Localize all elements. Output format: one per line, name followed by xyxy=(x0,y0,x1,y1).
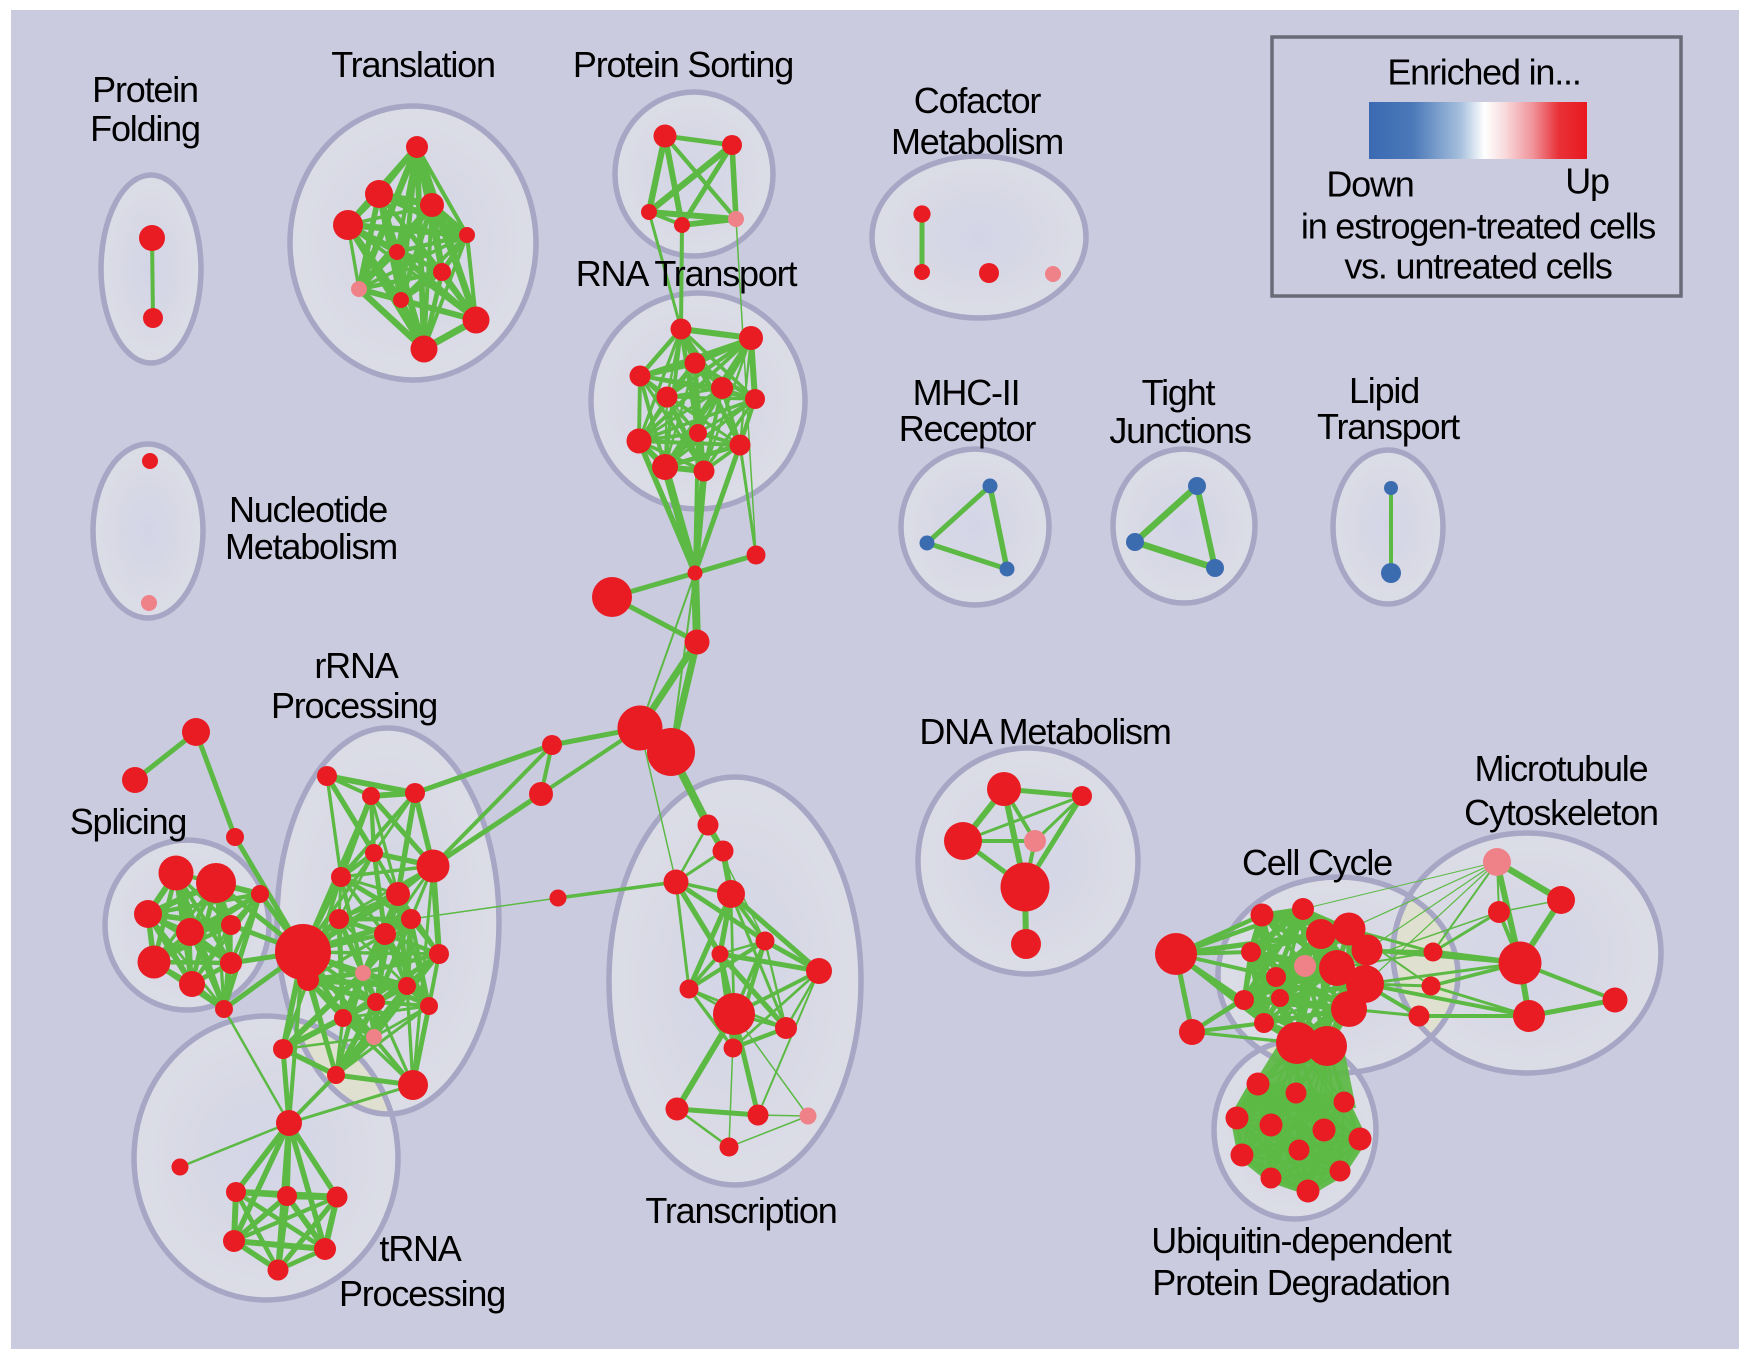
svg-text:Lipid: Lipid xyxy=(1349,370,1419,411)
svg-text:Metabolism: Metabolism xyxy=(225,526,397,567)
svg-text:Nucleotide: Nucleotide xyxy=(229,489,387,530)
svg-text:Tight: Tight xyxy=(1142,372,1216,413)
svg-text:Processing: Processing xyxy=(271,685,437,726)
svg-text:Down: Down xyxy=(1326,164,1413,205)
svg-text:Folding: Folding xyxy=(90,108,200,149)
svg-text:tRNA: tRNA xyxy=(379,1228,461,1269)
svg-text:Splicing: Splicing xyxy=(70,801,186,842)
svg-text:Protein Degradation: Protein Degradation xyxy=(1152,1262,1449,1303)
svg-text:Cell Cycle: Cell Cycle xyxy=(1242,842,1392,883)
svg-text:Transcription: Transcription xyxy=(645,1190,836,1231)
svg-text:rRNA: rRNA xyxy=(314,645,398,686)
svg-text:Metabolism: Metabolism xyxy=(891,121,1063,162)
svg-text:Cofactor: Cofactor xyxy=(914,80,1042,121)
svg-text:Cytoskeleton: Cytoskeleton xyxy=(1464,792,1658,833)
svg-text:in estrogen-treated cells: in estrogen-treated cells xyxy=(1301,206,1655,247)
svg-text:vs. untreated cells: vs. untreated cells xyxy=(1344,246,1612,287)
svg-text:Receptor: Receptor xyxy=(899,408,1037,449)
svg-text:RNA Transport: RNA Transport xyxy=(576,253,798,294)
svg-text:MHC-II: MHC-II xyxy=(913,372,1020,413)
svg-text:Protein Sorting: Protein Sorting xyxy=(573,44,793,85)
svg-text:Microtubule: Microtubule xyxy=(1475,748,1648,789)
svg-text:Processing: Processing xyxy=(339,1273,505,1314)
svg-text:Protein: Protein xyxy=(92,69,198,110)
svg-text:Junctions: Junctions xyxy=(1109,410,1250,451)
svg-text:Up: Up xyxy=(1565,161,1609,202)
svg-text:Transport: Transport xyxy=(1317,406,1460,447)
svg-text:DNA Metabolism: DNA Metabolism xyxy=(919,711,1170,752)
svg-text:Ubiquitin-dependent: Ubiquitin-dependent xyxy=(1151,1220,1452,1261)
svg-text:Translation: Translation xyxy=(331,44,495,85)
svg-text:Enriched in...: Enriched in... xyxy=(1387,52,1580,93)
